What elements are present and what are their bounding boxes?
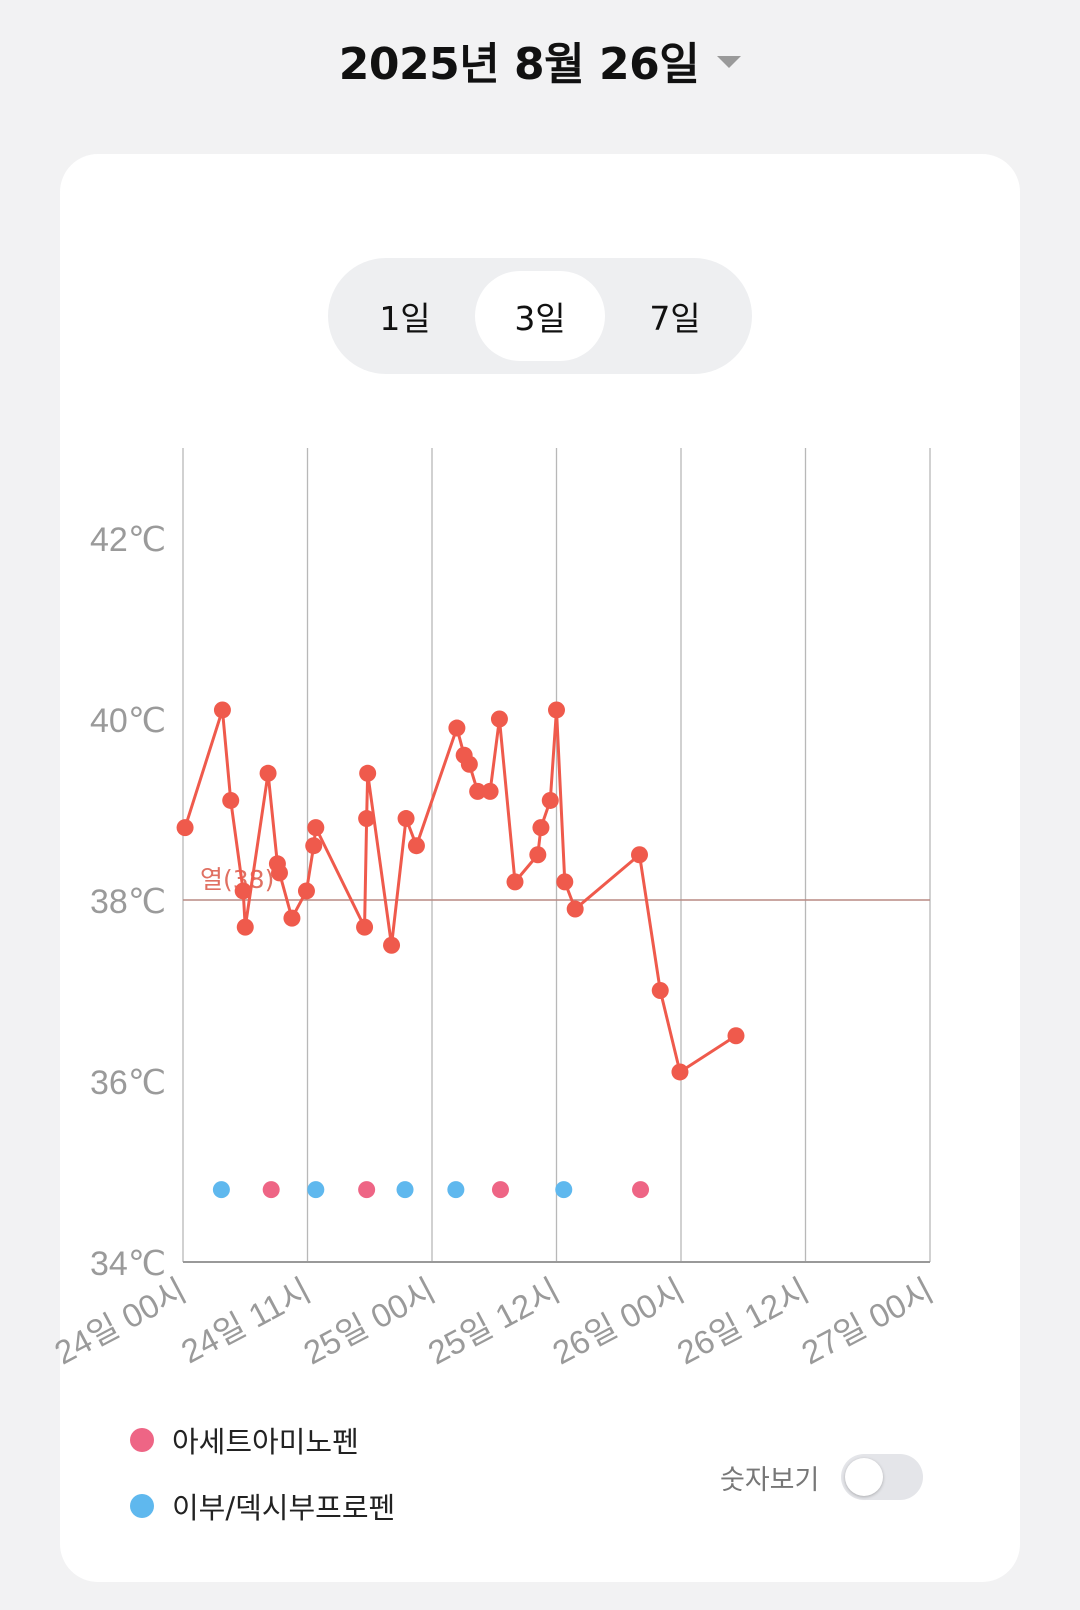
temperature-point <box>270 864 288 882</box>
temperature-point <box>283 909 301 927</box>
tab-3-day[interactable]: 3일 <box>475 271 605 361</box>
ibuprofen-legend-dot <box>130 1494 154 1518</box>
x-tick-label: 26일 00시 <box>546 1272 690 1372</box>
temperature-point <box>671 1063 689 1081</box>
acetaminophen-legend-dot <box>130 1428 154 1452</box>
temperature-point <box>651 982 669 999</box>
y-tick-label: 38℃ <box>90 883 166 921</box>
range-tabs: 1일 3일 7일 <box>328 258 752 374</box>
acetaminophen-marker <box>358 1181 376 1199</box>
temperature-point <box>506 873 524 891</box>
x-tick-label: 26일 12시 <box>671 1272 815 1372</box>
ibuprofen-marker <box>396 1181 414 1199</box>
temperature-point <box>397 810 415 828</box>
temperature-point <box>358 810 376 828</box>
temperature-point <box>307 819 325 837</box>
legend-label-acetaminophen: 아세트아미노펜 <box>172 1425 359 1459</box>
ibuprofen-marker <box>307 1181 325 1199</box>
y-tick-label: 40℃ <box>90 702 166 740</box>
temperature-point <box>566 900 584 918</box>
temperature-point <box>532 819 550 837</box>
show-numbers-toggle[interactable] <box>841 1454 924 1500</box>
temperature-point <box>236 918 254 936</box>
date-header[interactable]: 2025년 8월 26일 <box>0 24 1080 96</box>
temperature-point <box>356 918 374 936</box>
ibuprofen-marker <box>447 1181 465 1199</box>
x-tick-label: 27일 00시 <box>795 1272 939 1372</box>
temperature-point <box>213 701 231 719</box>
acetaminophen-marker <box>491 1181 509 1199</box>
y-tick-label: 36℃ <box>90 1064 166 1102</box>
ibuprofen-marker <box>212 1181 230 1199</box>
show-numbers-control: 숫자보기 <box>720 1454 924 1500</box>
x-tick-label: 25일 12시 <box>422 1272 566 1372</box>
x-tick-label: 25일 00시 <box>297 1272 441 1372</box>
temperature-point <box>529 846 547 864</box>
temperature-point <box>176 819 194 837</box>
chart-card <box>60 154 1020 1582</box>
temperature-point <box>305 837 323 855</box>
temperature-point <box>481 782 499 800</box>
toggle-knob[interactable] <box>845 1458 884 1496</box>
temperature-point <box>407 837 425 855</box>
temperature-point <box>448 719 466 737</box>
temperature-point <box>548 701 565 719</box>
temperature-point <box>490 710 508 728</box>
temperature-point <box>469 782 487 800</box>
tab-1-day[interactable]: 1일 <box>379 299 431 338</box>
show-numbers-label: 숫자보기 <box>720 1464 820 1496</box>
legend: 아세트아미노펜 이부/덱시부프로펜 <box>130 1420 395 1552</box>
temperature-point <box>297 882 315 900</box>
temperature-point <box>259 764 277 782</box>
legend-item-ibuprofen: 이부/덱시부프로펜 <box>130 1486 395 1526</box>
acetaminophen-marker <box>632 1181 650 1199</box>
date-title[interactable]: 2025년 8월 26일 <box>338 39 700 90</box>
temperature-point <box>460 755 478 773</box>
x-tick-label: 24일 00시 <box>48 1272 192 1372</box>
legend-label-ibuprofen: 이부/덱시부프로펜 <box>172 1491 396 1525</box>
y-tick-label: 34℃ <box>90 1245 166 1283</box>
temperature-point <box>556 873 574 891</box>
legend-item-acetaminophen: 아세트아미노펜 <box>130 1420 395 1460</box>
temperature-point <box>222 791 240 809</box>
y-tick-label: 42℃ <box>90 521 166 559</box>
chevron-down-icon[interactable] <box>717 56 742 68</box>
ibuprofen-marker <box>555 1181 573 1199</box>
temperature-point <box>383 936 401 954</box>
temperature-point <box>631 846 648 864</box>
temperature-point <box>727 1027 745 1045</box>
temperature-point <box>234 882 252 900</box>
tab-7-day[interactable]: 7일 <box>649 299 701 338</box>
acetaminophen-marker <box>262 1181 280 1199</box>
temperature-point <box>359 764 377 782</box>
x-tick-label: 24일 11시 <box>175 1272 317 1371</box>
temperature-point <box>541 791 559 809</box>
